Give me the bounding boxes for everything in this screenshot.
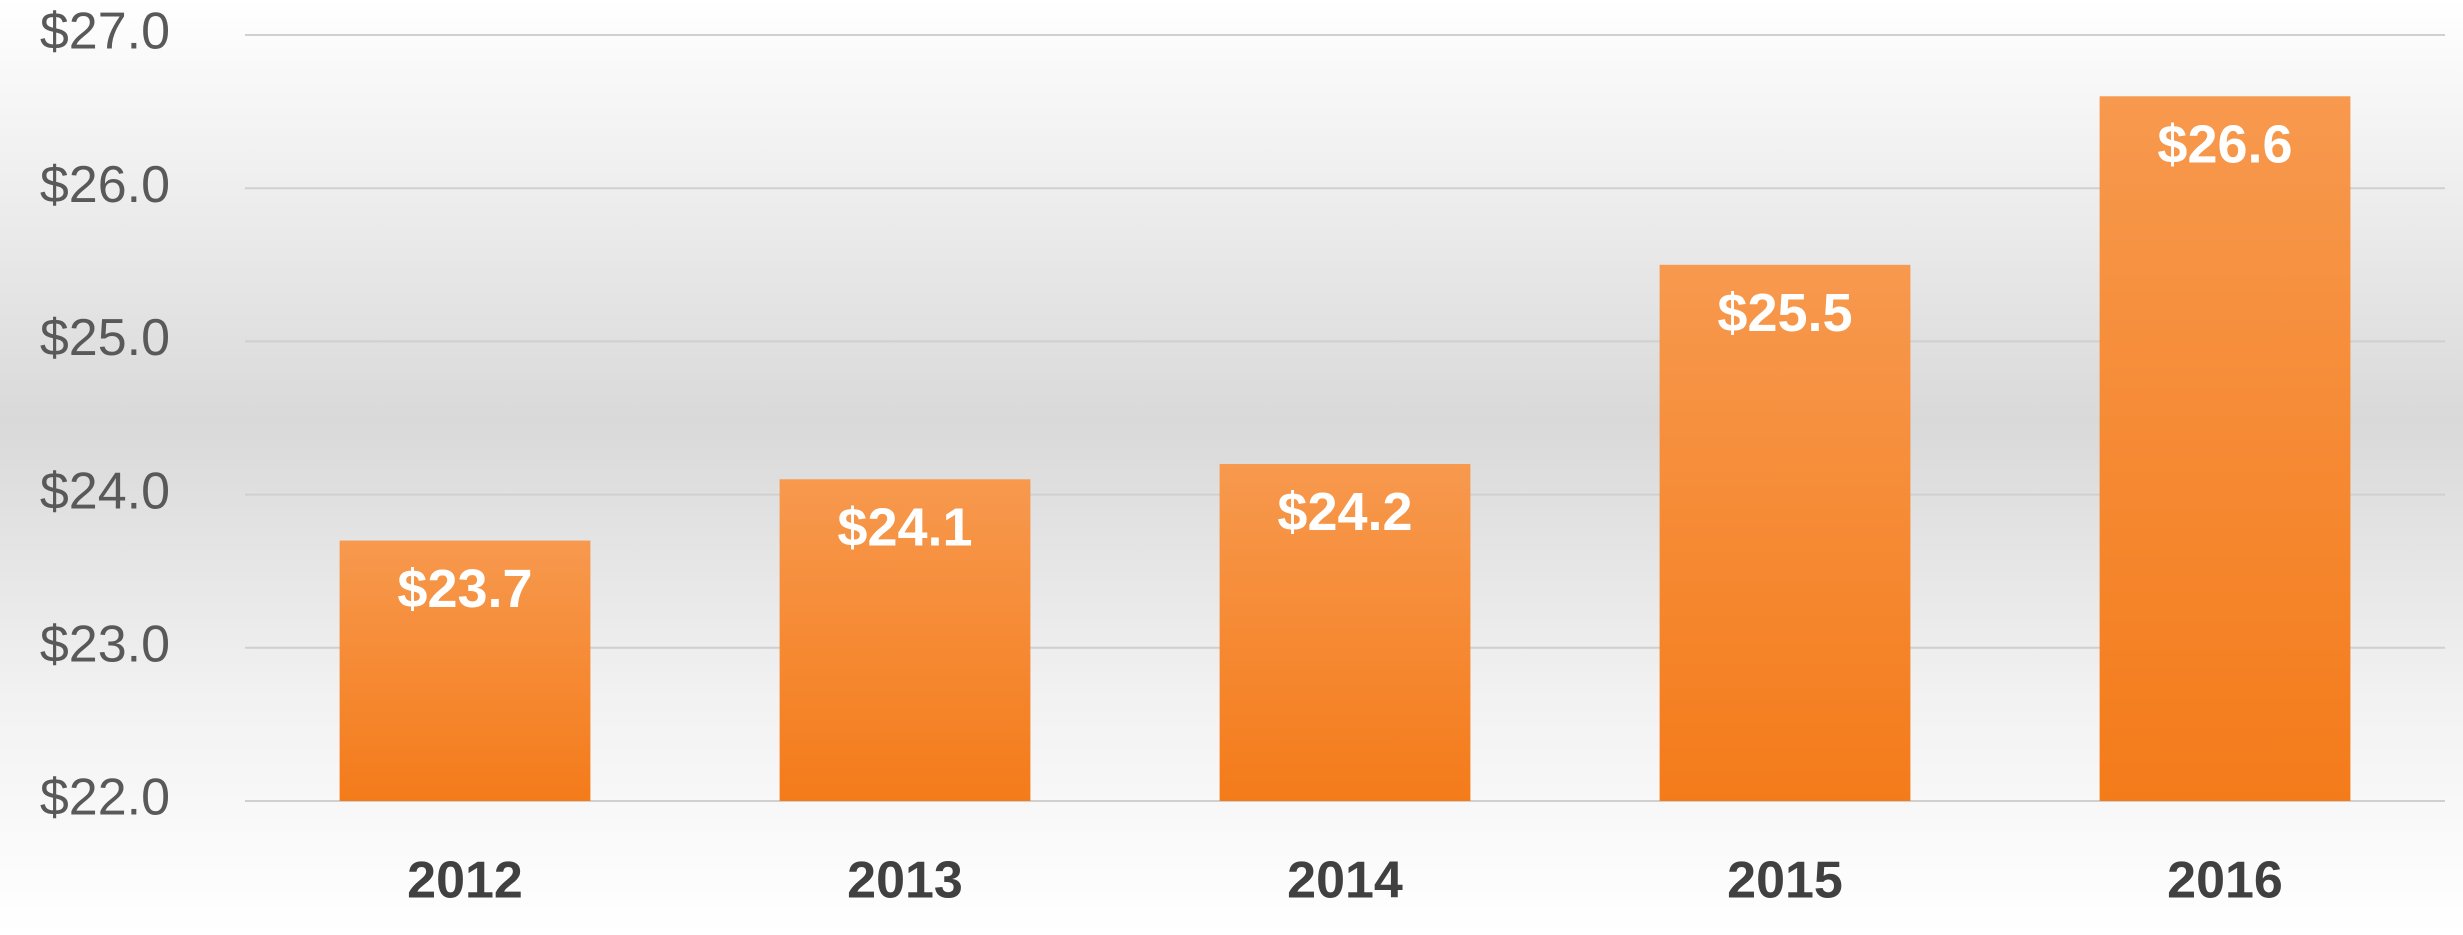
data-label: $24.2: [1277, 482, 1412, 542]
bar: [339, 540, 591, 801]
x-tick-label: 2013: [847, 852, 963, 910]
data-label: $25.5: [1717, 283, 1852, 343]
y-tick-label: $23.0: [40, 616, 170, 674]
data-label: $24.1: [837, 498, 972, 558]
x-tick-label: 2016: [2167, 852, 2283, 910]
y-tick-label: $24.0: [40, 462, 170, 520]
bar: [1219, 463, 1471, 801]
bar: [2099, 96, 2351, 801]
x-tick-label: 2015: [1727, 852, 1843, 910]
y-tick-label: $27.0: [40, 3, 170, 61]
y-tick-label: $26.0: [40, 156, 170, 214]
y-tick-label: $25.0: [40, 309, 170, 367]
bar: [1659, 264, 1911, 801]
data-label: $23.7: [397, 559, 532, 619]
x-tick-label: 2012: [407, 852, 523, 910]
x-tick-label: 2014: [1287, 852, 1403, 910]
y-tick-label: $22.0: [40, 769, 170, 827]
bar: [779, 479, 1031, 801]
data-label: $26.6: [2157, 115, 2292, 175]
